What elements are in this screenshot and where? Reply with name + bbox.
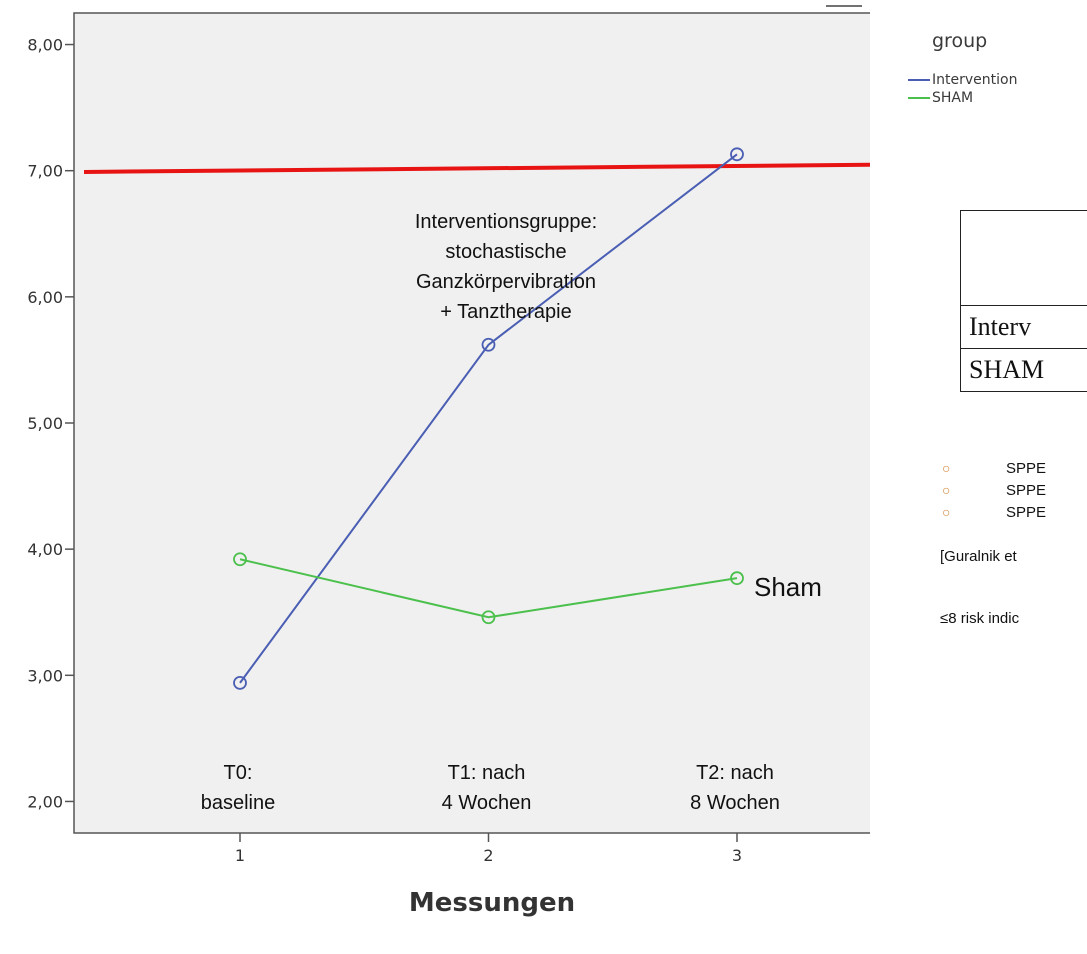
table-header-row [960, 210, 1087, 306]
x-tick-label: 1 [235, 846, 245, 865]
table-cell-sham: SHAM [960, 348, 1087, 392]
table-row: Interv [960, 305, 1087, 349]
annotation-layer: Interventionsgruppe: stochastische Ganzkör… [201, 211, 822, 814]
y-tick-label: 6,00 [27, 288, 63, 307]
y-axis-ticks: 2,00 3,00 4,00 5,00 6,00 7,00 8,00 [27, 36, 74, 811]
annotation-timepoint-line: 8 Wochen [690, 792, 780, 814]
note-text: SPPE [1006, 460, 1047, 477]
data-point-sham [730, 571, 744, 586]
bullet-circle-icon: ○ [942, 460, 951, 476]
legend-item-intervention: Intervention [908, 72, 1017, 88]
legend-label-intervention: Intervention [932, 72, 1018, 88]
x-axis-ticks: 1 2 3 [235, 833, 742, 865]
data-point-intervention [481, 337, 496, 352]
plot-area [73, 12, 870, 834]
table-header-cell [960, 210, 1087, 306]
annotation-timepoint-line: T0: [224, 762, 253, 784]
line-chart: 2,00 3,00 4,00 5,00 6,00 7,00 8,00 1 2 3 Interve… [27, 5, 870, 918]
annotation-timepoint-line: 4 Wochen [442, 792, 532, 814]
y-tick-label: 8,00 [27, 36, 63, 55]
y-tick-label: 7,00 [27, 162, 63, 181]
data-point-sham [233, 552, 247, 567]
x-axis-label: Messungen [409, 888, 575, 918]
legend-label-sham: SHAM [932, 90, 974, 106]
reference-line [83, 162, 870, 174]
y-tick-label: 4,00 [27, 540, 63, 559]
annotation-timepoint-line: T1: nach [448, 762, 526, 784]
x-tick-label: 2 [483, 846, 493, 865]
note-text: SPPE [1006, 504, 1047, 521]
risk-note: ≤8 risk indic [940, 610, 1020, 627]
annotation-intervention-line: Interventionsgruppe: [415, 211, 597, 233]
annotation-intervention-line: Ganzkörpervibration [416, 271, 596, 293]
series-line-intervention [239, 153, 738, 684]
citation-text: [Guralnik et [940, 548, 1017, 565]
legend-title: group [932, 30, 988, 52]
legend-line-sham [908, 97, 930, 99]
note-text: SPPE [1006, 482, 1047, 499]
group-table: Interv SHAM [960, 210, 1087, 392]
annotation-intervention-line: + Tanztherapie [440, 301, 571, 323]
y-tick-label: 3,00 [27, 666, 63, 685]
data-point-sham [481, 610, 496, 625]
data-point-intervention [233, 675, 247, 690]
annotation-timepoint-line: baseline [201, 792, 276, 814]
annotation-sham-label: Sham [754, 572, 822, 602]
annotation-intervention-line: stochastische [445, 241, 566, 263]
y-tick-label: 5,00 [27, 414, 63, 433]
bullet-circle-icon: ○ [942, 482, 951, 498]
note-item: ○ SPPE [940, 482, 1046, 499]
note-item: ○ SPPE [940, 504, 1046, 521]
table-cell-intervention: Interv [960, 305, 1087, 349]
annotation-timepoint-line: T2: nach [696, 762, 774, 784]
legend-item-sham: SHAM [908, 90, 973, 106]
data-point-intervention [730, 147, 744, 162]
note-item: ○ SPPE [940, 460, 1046, 477]
bullet-circle-icon: ○ [942, 504, 951, 520]
series-layer [233, 147, 744, 690]
x-tick-label: 3 [732, 846, 742, 865]
y-tick-label: 2,00 [27, 792, 63, 811]
table-row: SHAM [960, 348, 1087, 392]
legend-line-intervention [908, 79, 930, 81]
series-line-sham [239, 558, 738, 619]
